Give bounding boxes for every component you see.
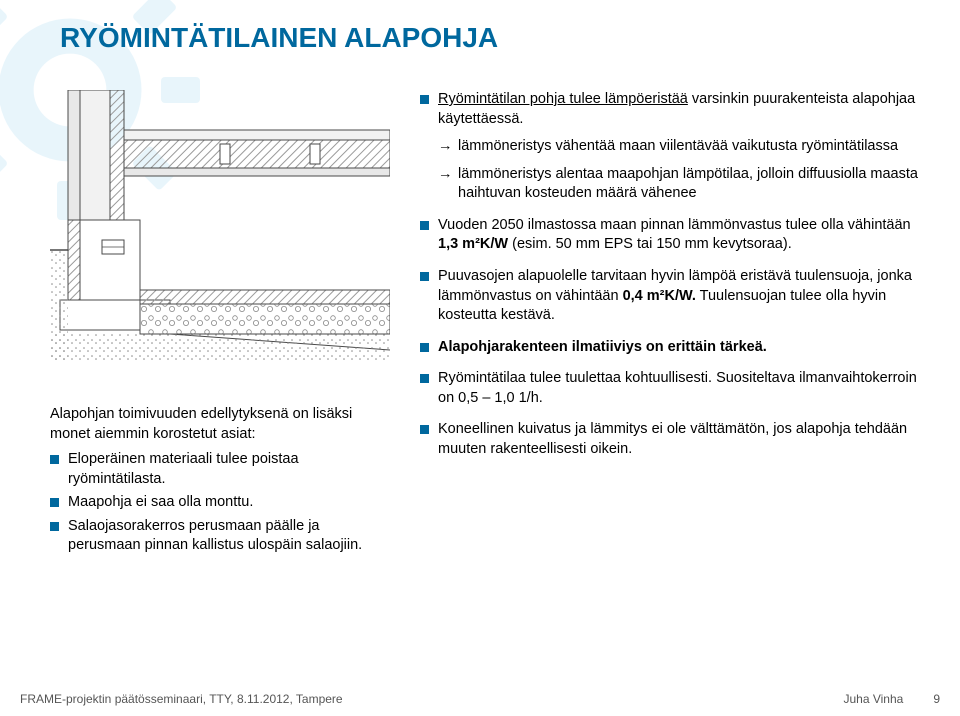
b1-arrow: lämmöneristys alentaa maapohjan lämpötil… — [438, 165, 930, 204]
b4-text: Alapohjarakenteen ilmatiiviys on erittäi… — [438, 339, 767, 355]
footer-left: FRAME-projektin päätösseminaari, TTY, 8.… — [20, 692, 343, 706]
left-notes: Alapohjan toimivuuden edellytyksenä on l… — [50, 405, 390, 556]
footer-page: 9 — [933, 692, 940, 706]
b1-arrow: lämmöneristys vähentää maan viilentävää … — [438, 137, 930, 157]
b2-pre: Vuoden 2050 ilmastossa maan pinnan lämmö… — [438, 217, 911, 233]
right-column: Ryömintätilan pohja tulee lämpöeristää v… — [420, 90, 930, 471]
left-item: Eloperäinen materiaali tulee poistaa ryö… — [50, 450, 390, 489]
bullet-4: Alapohjarakenteen ilmatiiviys on erittäi… — [420, 338, 930, 358]
bullet-6: Koneellinen kuivatus ja lämmitys ei ole … — [420, 420, 930, 459]
left-item: Salaojasorakerros perusmaan päälle ja pe… — [50, 517, 390, 556]
left-intro: Alapohjan toimivuuden edellytyksenä on l… — [50, 405, 390, 444]
left-item: Maapohja ei saa olla monttu. — [50, 493, 390, 513]
bullet-3: Puuvasojen alapuolelle tarvitaan hyvin l… — [420, 267, 930, 326]
cross-section-diagram — [50, 90, 390, 360]
footer: FRAME-projektin päätösseminaari, TTY, 8.… — [20, 692, 940, 706]
page-title: RYÖMINTÄTILAINEN ALAPOHJA — [60, 22, 498, 54]
b2-post: (esim. 50 mm EPS tai 150 mm kevytsoraa). — [508, 236, 792, 252]
bullet-1: Ryömintätilan pohja tulee lämpöeristää v… — [420, 90, 930, 204]
b3-bold: 0,4 m²K/W. — [623, 288, 696, 304]
b1-lead: Ryömintätilan pohja tulee lämpöeristää — [438, 91, 688, 107]
bullet-5: Ryömintätilaa tulee tuulettaa kohtuullis… — [420, 369, 930, 408]
bullet-2: Vuoden 2050 ilmastossa maan pinnan lämmö… — [420, 216, 930, 255]
footer-author: Juha Vinha — [843, 692, 903, 706]
b2-bold: 1,3 m²K/W — [438, 236, 508, 252]
